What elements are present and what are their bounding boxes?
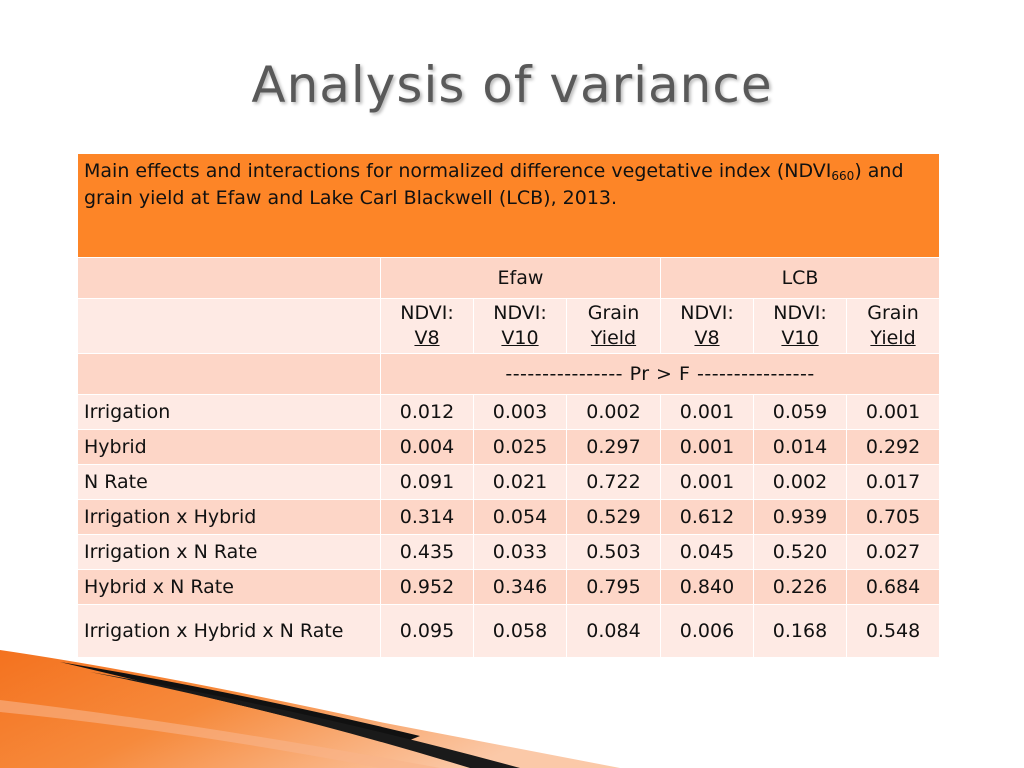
- sub-header-line1: NDVI:: [400, 302, 454, 324]
- p-value-cell: 0.314: [380, 499, 474, 535]
- group-header-efaw: Efaw: [380, 257, 661, 299]
- p-value-cell: 0.001: [845, 394, 941, 430]
- p-value-cell: 0.095: [380, 604, 474, 658]
- table-caption: Main effects and interactions for normal…: [76, 153, 941, 258]
- p-value-cell: 0.054: [473, 499, 567, 535]
- p-value-cell: 0.059: [753, 394, 847, 430]
- sub-header-line2: V8: [414, 327, 440, 349]
- p-value-cell: 0.612: [660, 499, 754, 535]
- sub-header-line2: Yield: [590, 327, 637, 349]
- sub-header-line1: Grain: [867, 302, 919, 324]
- p-value-cell: 0.002: [566, 394, 661, 430]
- p-value-cell: 0.705: [845, 499, 941, 535]
- light-swoosh: [0, 700, 440, 768]
- pr-f-label: ---------------- Pr > F ----------------: [379, 353, 941, 395]
- p-value-cell: 0.001: [660, 429, 754, 465]
- sub-header-blank: [77, 298, 381, 354]
- p-value-cell: 0.548: [845, 604, 941, 658]
- p-value-cell: 0.058: [473, 604, 567, 658]
- p-value-cell: 0.503: [566, 534, 661, 570]
- table-row: Irrigation x Hybrid 0.314 0.054 0.529 0.612 0…: [77, 499, 941, 535]
- p-value-cell: 0.722: [566, 464, 661, 500]
- pr-f-blank: [77, 353, 381, 395]
- table-row: N Rate 0.091 0.021 0.722 0.001 0.002 0.017: [77, 464, 941, 500]
- table-row: Hybrid x N Rate 0.952 0.346 0.795 0.840 0.226…: [77, 569, 941, 605]
- p-value-cell: 0.033: [473, 534, 567, 570]
- p-value-cell: 0.001: [660, 464, 754, 500]
- p-value-cell: 0.226: [753, 569, 847, 605]
- sub-header-line1: Grain: [587, 302, 640, 324]
- p-value-cell: 0.091: [380, 464, 474, 500]
- sub-header-cell: NDVI: V8: [660, 298, 754, 354]
- group-header-blank: [77, 257, 381, 299]
- sub-header-row: NDVI: V8 NDVI: V10 Grain Yield NDVI: V8 NDVI…: [77, 298, 941, 354]
- table-row: Irrigation x N Rate 0.435 0.033 0.503 0.045 0…: [77, 534, 941, 570]
- anova-table: Main effects and interactions for normal…: [76, 153, 941, 658]
- row-label: Hybrid x N Rate: [77, 569, 381, 605]
- p-value-cell: 0.004: [380, 429, 474, 465]
- sub-header-cell: NDVI: V8: [380, 298, 474, 354]
- pr-f-row: ---------------- Pr > F ----------------: [77, 353, 941, 395]
- sub-header-line2: V10: [781, 327, 819, 349]
- caption-text-2: ) and grain yield at Efaw and Lake Carl …: [84, 160, 904, 209]
- sub-header-line2: Yield: [870, 327, 916, 349]
- sub-header-line2: V10: [501, 327, 539, 349]
- p-value-cell: 0.939: [753, 499, 847, 535]
- p-value-cell: 0.435: [380, 534, 474, 570]
- table-row: Irrigation x Hybrid x N Rate 0.095 0.058 0.…: [77, 604, 941, 658]
- sub-header-line1: NDVI:: [493, 302, 547, 324]
- sub-header-cell: NDVI: V10: [473, 298, 567, 354]
- row-label: Irrigation x N Rate: [77, 534, 381, 570]
- p-value-cell: 0.297: [566, 429, 661, 465]
- caption-subscript: 660: [831, 169, 855, 183]
- sub-header-line2: V8: [694, 327, 720, 349]
- p-value-cell: 0.346: [473, 569, 567, 605]
- p-value-cell: 0.017: [845, 464, 941, 500]
- p-value-cell: 0.952: [380, 569, 474, 605]
- p-value-cell: 0.006: [660, 604, 754, 658]
- table-body: Irrigation 0.012 0.003 0.002 0.001 0.059 0.001…: [77, 394, 941, 658]
- p-value-cell: 0.001: [660, 394, 754, 430]
- p-value-cell: 0.168: [753, 604, 847, 658]
- sub-header-cell: Grain Yield: [845, 298, 941, 354]
- p-value-cell: 0.012: [380, 394, 474, 430]
- p-value-cell: 0.795: [566, 569, 661, 605]
- p-value-cell: 0.003: [473, 394, 567, 430]
- p-value-cell: 0.021: [473, 464, 567, 500]
- group-header-row: Efaw LCB: [77, 257, 941, 299]
- p-value-cell: 0.014: [753, 429, 847, 465]
- sub-header-line1: NDVI:: [773, 302, 827, 324]
- slide-title: Analysis of variance: [251, 56, 773, 114]
- row-label: Hybrid: [77, 429, 381, 465]
- group-header-lcb: LCB: [659, 257, 941, 299]
- sub-header-cell: NDVI: V10: [753, 298, 847, 354]
- caption-text-1: Main effects and interactions for normal…: [84, 160, 832, 182]
- p-value-cell: 0.084: [566, 604, 661, 658]
- row-label: Irrigation x Hybrid x N Rate: [77, 604, 381, 658]
- table-row: Hybrid 0.004 0.025 0.297 0.001 0.014 0.292: [77, 429, 941, 465]
- p-value-cell: 0.292: [845, 429, 941, 465]
- black-swoosh-lower: [90, 672, 520, 768]
- p-value-cell: 0.840: [660, 569, 754, 605]
- sub-header-line1: NDVI:: [680, 302, 734, 324]
- p-value-cell: 0.684: [845, 569, 941, 605]
- table-row: Irrigation 0.012 0.003 0.002 0.001 0.059 0.001: [77, 394, 941, 430]
- p-value-cell: 0.045: [660, 534, 754, 570]
- p-value-cell: 0.027: [845, 534, 941, 570]
